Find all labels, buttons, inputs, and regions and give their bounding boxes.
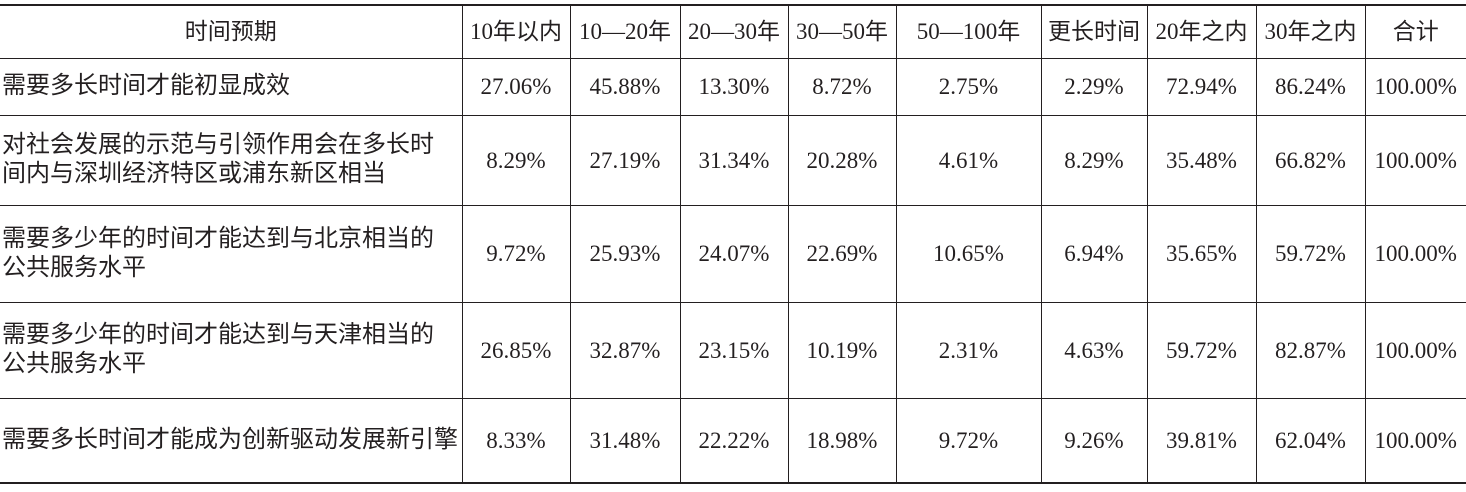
header-cell: 30年之内 <box>1255 5 1366 59</box>
value-cell: 62.04% <box>1255 398 1366 483</box>
header-cell: 更长时间 <box>1040 5 1148 59</box>
data-row: 对社会发展的示范与引领作用会在多长时 间内与深圳经济特区或浦东新区相当 8.29% 2… <box>0 115 1466 206</box>
row-label: 需要多少年的时间才能达到与天津相当的 公共服务水平 <box>0 302 463 399</box>
value-cell: 100.00% <box>1364 398 1466 483</box>
value-cell: 39.81% <box>1146 398 1257 483</box>
row-label: 对社会发展的示范与引领作用会在多长时 间内与深圳经济特区或浦东新区相当 <box>0 115 463 206</box>
value-cell: 82.87% <box>1255 302 1366 399</box>
row-label: 需要多长时间才能成为创新驱动发展新引擎 <box>0 398 463 483</box>
row-label: 需要多长时间才能初显成效 <box>0 58 463 116</box>
value-cell: 59.72% <box>1255 205 1366 303</box>
value-cell: 100.00% <box>1364 115 1466 206</box>
page: 时间预期 10年以内 10—20年 20—30年 30—50年 50—100年 更长时间 20… <box>0 4 1466 492</box>
value-cell: 100.00% <box>1364 302 1466 399</box>
label-line: 需要多长时间才能成为创新驱动发展新引擎 <box>2 426 458 453</box>
value-cell: 9.26% <box>1040 398 1148 483</box>
value-cell: 10.65% <box>895 205 1042 303</box>
value-cell: 8.29% <box>1040 115 1148 206</box>
value-cell: 23.15% <box>679 302 789 399</box>
value-cell: 35.48% <box>1146 115 1257 206</box>
value-cell: 2.29% <box>1040 58 1148 116</box>
header-row: 时间预期 10年以内 10—20年 20—30年 30—50年 50—100年 更长时间 20… <box>0 5 1466 59</box>
value-cell: 9.72% <box>461 205 571 303</box>
value-cell: 2.75% <box>895 58 1042 116</box>
label-line: 需要多少年的时间才能达到与北京相当的 <box>2 225 434 252</box>
value-cell: 100.00% <box>1364 58 1466 116</box>
value-cell: 31.48% <box>569 398 681 483</box>
label-line: 公共服务水平 <box>2 351 146 377</box>
value-cell: 20.28% <box>787 115 897 206</box>
value-cell: 4.61% <box>895 115 1042 206</box>
value-cell: 2.31% <box>895 302 1042 399</box>
header-cell: 20—30年 <box>679 5 789 59</box>
data-row: 需要多少年的时间才能达到与天津相当的 公共服务水平 26.85% 32.87% 23.1… <box>0 302 1466 399</box>
value-cell: 25.93% <box>569 205 681 303</box>
value-cell: 8.29% <box>461 115 571 206</box>
value-cell: 13.30% <box>679 58 789 116</box>
value-cell: 6.94% <box>1040 205 1148 303</box>
data-table: 时间预期 10年以内 10—20年 20—30年 30—50年 50—100年 更长时间 20… <box>0 4 1466 484</box>
value-cell: 8.33% <box>461 398 571 483</box>
value-cell: 26.85% <box>461 302 571 399</box>
value-cell: 45.88% <box>569 58 681 116</box>
header-cell: 10年以内 <box>461 5 571 59</box>
value-cell: 59.72% <box>1146 302 1257 399</box>
label-line: 需要多长时间才能初显成效 <box>2 73 290 99</box>
value-cell: 18.98% <box>787 398 897 483</box>
value-cell: 32.87% <box>569 302 681 399</box>
header-cell: 合计 <box>1364 5 1466 59</box>
row-label: 需要多少年的时间才能达到与北京相当的 公共服务水平 <box>0 205 463 303</box>
value-cell: 24.07% <box>679 205 789 303</box>
value-cell: 9.72% <box>895 398 1042 483</box>
value-cell: 31.34% <box>679 115 789 206</box>
label-line: 间内与深圳经济特区或浦东新区相当 <box>2 161 386 187</box>
value-cell: 66.82% <box>1255 115 1366 206</box>
value-cell: 100.00% <box>1364 205 1466 303</box>
label-line: 对社会发展的示范与引领作用会在多长时 <box>2 132 434 158</box>
header-cell: 20年之内 <box>1146 5 1257 59</box>
value-cell: 8.72% <box>787 58 897 116</box>
value-cell: 10.19% <box>787 302 897 399</box>
label-line: 需要多少年的时间才能达到与天津相当的 <box>2 322 434 348</box>
value-cell: 22.69% <box>787 205 897 303</box>
data-row: 需要多长时间才能初显成效 27.06% 45.88% 13.30% 8.72% 2.75%… <box>0 58 1466 116</box>
value-cell: 86.24% <box>1255 58 1366 116</box>
data-row: 需要多少年的时间才能达到与北京相当的 公共服务水平 9.72% 25.93% 24.07… <box>0 205 1466 303</box>
value-cell: 22.22% <box>679 398 789 483</box>
header-cell: 10—20年 <box>569 5 681 59</box>
data-row: 需要多长时间才能成为创新驱动发展新引擎 8.33% 31.48% 22.22% 18.9… <box>0 398 1466 483</box>
value-cell: 72.94% <box>1146 58 1257 116</box>
value-cell: 4.63% <box>1040 302 1148 399</box>
label-line: 公共服务水平 <box>2 254 146 281</box>
value-cell: 35.65% <box>1146 205 1257 303</box>
value-cell: 27.06% <box>461 58 571 116</box>
header-cell: 30—50年 <box>787 5 897 59</box>
header-cell: 50—100年 <box>895 5 1042 59</box>
value-cell: 27.19% <box>569 115 681 206</box>
header-cell: 时间预期 <box>0 5 463 59</box>
